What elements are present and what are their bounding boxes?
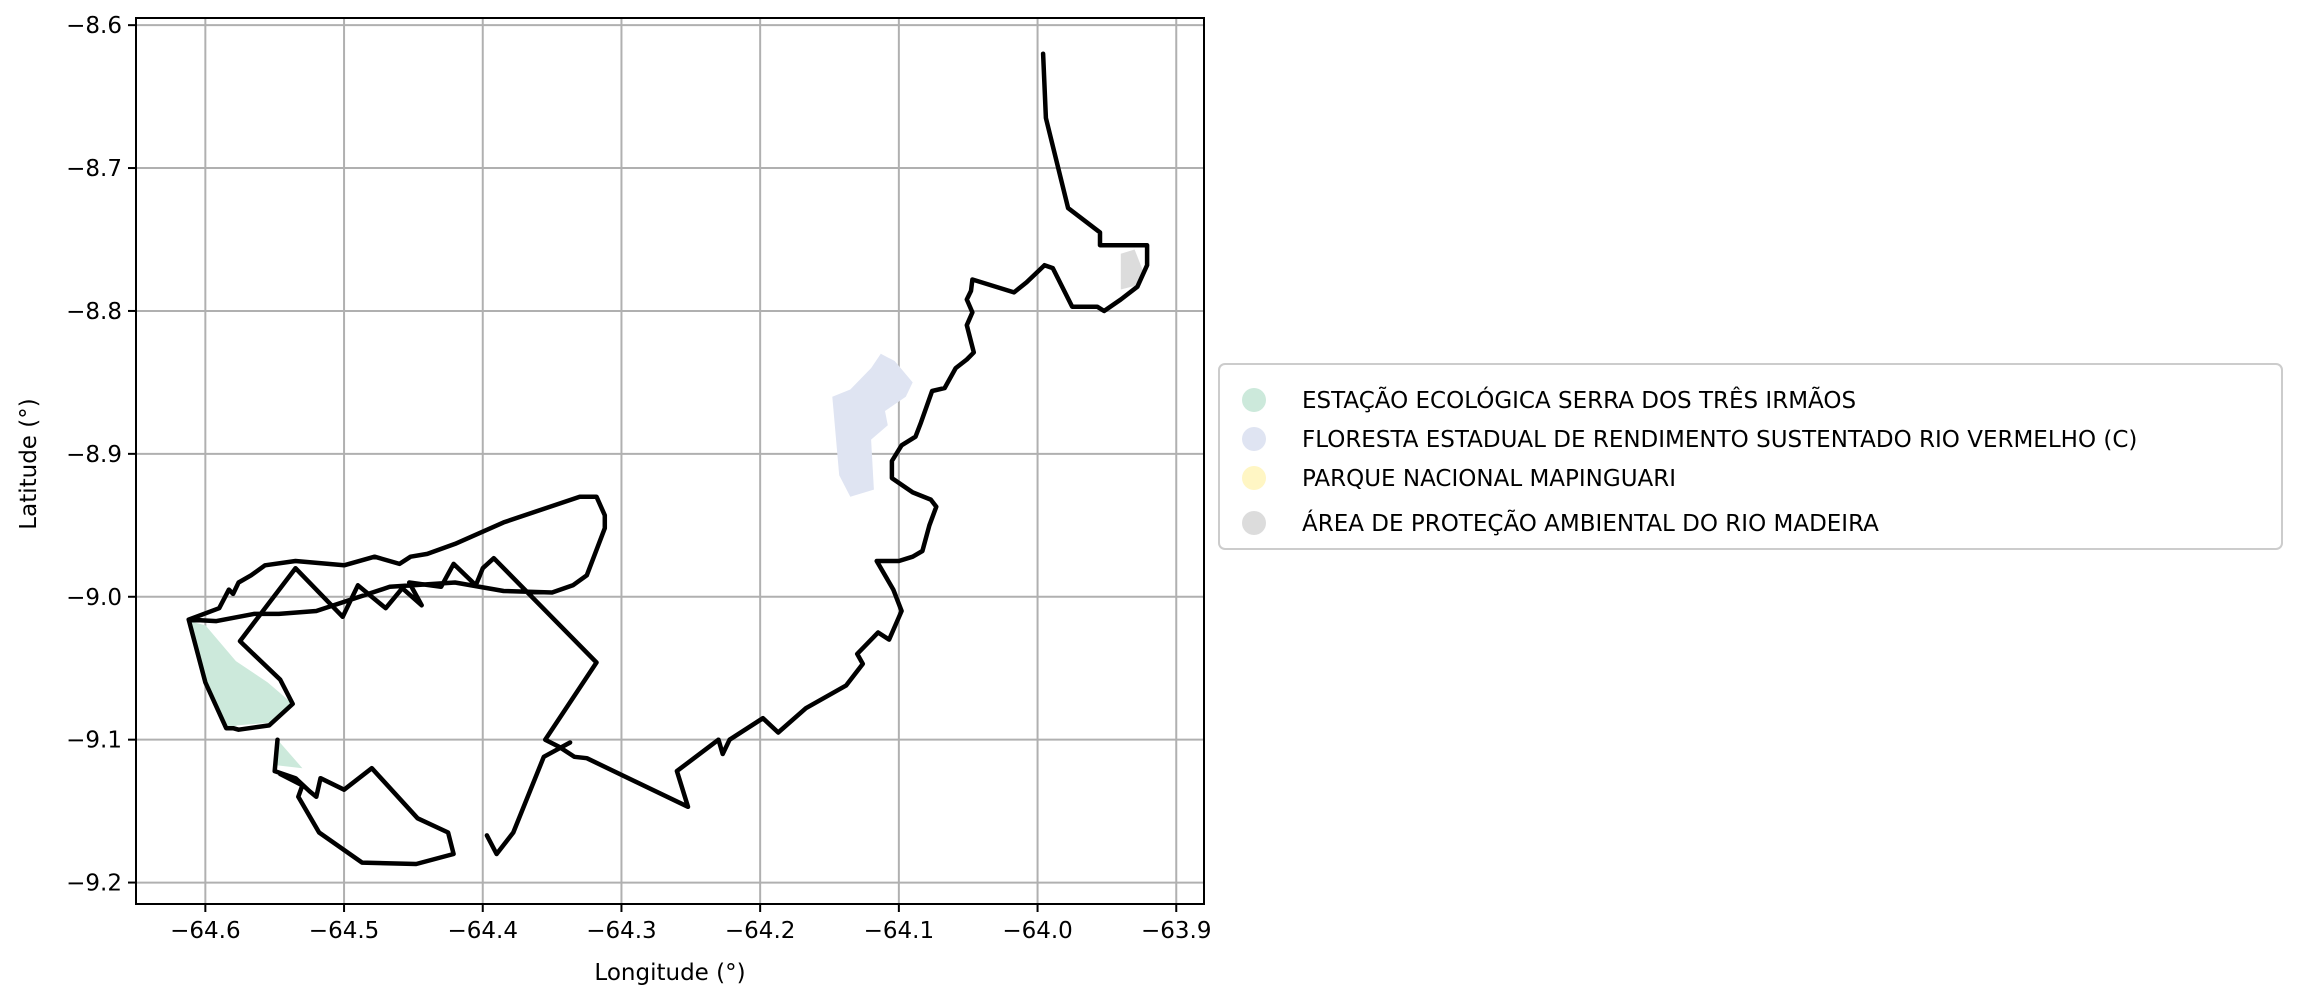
boundary-line <box>186 51 1150 810</box>
legend-box <box>1218 363 2283 550</box>
grid-lines <box>136 18 1204 904</box>
boundary-line <box>272 737 456 867</box>
legend-label: ÁREA DE PROTEÇÃO AMBIENTAL DO RIO MADEIR… <box>1302 509 1879 537</box>
y-tick-label: −8.8 <box>66 299 122 325</box>
x-axis-title: Longitude (°) <box>594 960 745 986</box>
x-tick-label: −64.4 <box>448 918 518 944</box>
legend-label: FLORESTA ESTADUAL DE RENDIMENTO SUSTENTA… <box>1302 427 2137 453</box>
x-tick-label: −64.5 <box>309 918 379 944</box>
y-axis-ticks: −8.6 −8.7 −8.8 −8.9 −9.0 −9.1 −9.2 <box>66 13 136 897</box>
protected-area-fill <box>832 353 913 497</box>
x-tick-label: −64.1 <box>864 918 934 944</box>
x-tick-label: −64.2 <box>725 918 795 944</box>
legend-marker <box>1242 427 1266 451</box>
y-axis-title: Latitude (°) <box>16 398 42 529</box>
y-tick-label: −9.1 <box>66 728 122 754</box>
boundary-line <box>484 740 573 857</box>
legend: ESTAÇÃO ECOLÓGICA SERRA DOS TRÊS IRMÃOS F… <box>1218 363 2283 550</box>
legend-marker <box>1242 511 1266 535</box>
protected-area-fill <box>277 739 303 769</box>
legend-label: PARQUE NACIONAL MAPINGUARI <box>1302 466 1676 492</box>
x-tick-label: −64.3 <box>586 918 656 944</box>
y-tick-label: −9.0 <box>66 585 122 611</box>
y-tick-label: −8.6 <box>66 13 122 39</box>
legend-marker <box>1242 466 1266 490</box>
boundary-outlines <box>186 51 1150 867</box>
x-tick-label: −64.6 <box>170 918 240 944</box>
y-tick-label: −8.7 <box>66 156 122 182</box>
x-tick-label: −63.9 <box>1141 918 1211 944</box>
x-axis-ticks: −64.6 −64.5 −64.4 −64.3 −64.2 −64.1 −64.0 −63.9 <box>170 904 1212 944</box>
legend-marker <box>1242 388 1266 412</box>
legend-label: ESTAÇÃO ECOLÓGICA SERRA DOS TRÊS IRMÃOS <box>1302 386 1856 414</box>
y-tick-label: −9.2 <box>66 871 122 897</box>
y-tick-label: −8.9 <box>66 442 122 468</box>
plot-frame <box>135 17 1205 905</box>
protected-area-fill <box>1120 249 1143 290</box>
x-tick-label: −64.0 <box>1002 918 1072 944</box>
